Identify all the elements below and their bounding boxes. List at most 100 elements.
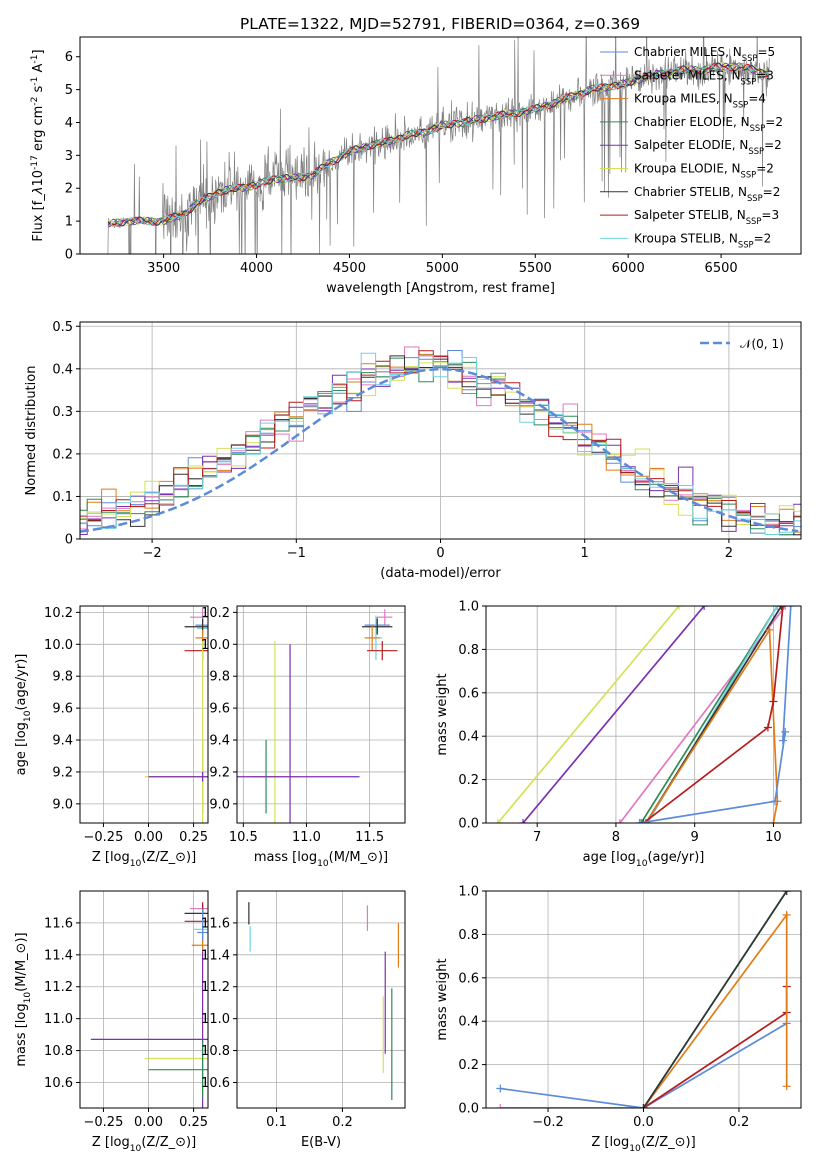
x-axis-label: age [log10(age/yr)] — [583, 850, 705, 869]
plot-area — [90, 902, 208, 1108]
mass-weight-marker-chabrier_stelib — [782, 891, 791, 895]
mass-weight-line-kroupa_miles — [645, 627, 779, 823]
axes-frame — [79, 605, 209, 824]
mass-weight-marker-chabrier_miles — [635, 819, 644, 823]
plot-area — [248, 902, 400, 1101]
mass-weight-marker-kroupa_miles — [782, 1082, 791, 1091]
x-tick-label: 2 — [725, 546, 733, 561]
axes-frame — [236, 890, 406, 1109]
plot-area — [237, 609, 398, 823]
x-tick-label: 9 — [691, 830, 699, 845]
mass-weight-line-kroupa_miles — [642, 912, 788, 1108]
legend-label-kroupa_miles: Kroupa MILES, NSSP=4 — [634, 92, 766, 110]
y-tick-label: 9.0 — [209, 797, 230, 812]
y-axis-label: Normed distribution — [24, 366, 39, 496]
y-tick-label: 9.4 — [52, 734, 73, 749]
mass-weight-line-salpeter_elodie — [522, 606, 705, 823]
panel-mass_weight_vs_Z: −0.2 0.0 0.2 0.0 0.2 0.4 0.6 0.8 1.0 Z [log10(Z/Z… — [435, 885, 802, 1154]
plot-area — [80, 346, 801, 536]
y-tick-label: 11.2 — [44, 980, 73, 995]
x-tick-label: 0 — [436, 546, 444, 561]
y-tick-label: 0.2 — [52, 447, 73, 462]
x-tick-label: 6000 — [612, 261, 645, 276]
x-tick-label: 5500 — [519, 261, 552, 276]
panel-spectrum: 3500 4000 4500 5000 5500 6000 6500 0 1 2 3 4 5 6 wavel… — [30, 36, 802, 296]
x-tick-label: 10 — [765, 830, 782, 845]
figure-title: PLATE=1322, MJD=52791, FIBERID=0364, z=0… — [240, 15, 640, 33]
mass-weight-marker-salpeter_stelib — [769, 697, 778, 706]
plot-area — [107, 37, 770, 254]
plot-area — [493, 606, 795, 823]
legend: Chabrier MILES, NSSP=5 Salpeter MILES, NS… — [600, 45, 783, 249]
mass-weight-marker-salpeter_stelib — [763, 723, 772, 732]
y-tick-label: 10.2 — [44, 606, 73, 621]
mass-weight-marker-chabrier_miles — [778, 736, 787, 745]
x-tick-label: 0.2 — [332, 1115, 353, 1130]
y-tick-label: 11.6 — [201, 916, 230, 931]
mass-weight-line-chabrier_stelib — [642, 891, 788, 1108]
y-tick-label: 2 — [65, 182, 73, 197]
x-tick-label: −1 — [287, 546, 306, 561]
x-tick-label: −2 — [143, 546, 162, 561]
legend-label-chabrier_stelib: Chabrier STELIB, NSSP=2 — [634, 185, 780, 203]
y-tick-label: 11.4 — [44, 948, 73, 963]
mass-weight-marker-chabrier_miles — [786, 606, 795, 610]
y-tick-label: 0.2 — [458, 773, 479, 788]
y-tick-label: 9.2 — [209, 765, 230, 780]
mass-weight-marker-salpeter_stelib — [639, 819, 648, 823]
model-line-salpeter_stelib — [107, 63, 770, 228]
y-tick-label: 1.0 — [458, 885, 479, 900]
mass-weight-marker-chabrier_elodie — [637, 819, 646, 823]
x-tick-label: 1 — [581, 546, 589, 561]
y-tick-label: 0.5 — [52, 320, 73, 335]
normal-curve — [80, 368, 799, 533]
x-tick-label: 11.5 — [355, 830, 384, 845]
y-tick-label: 6 — [65, 50, 73, 65]
x-axis-label: E(B-V) — [301, 1135, 341, 1150]
legend-label-salpeter_miles: Salpeter MILES, NSSP=3 — [634, 68, 774, 86]
panel-residuals: −2 −1 0 1 2 0 0.1 0.2 0.3 0.4 0.5 (data-model)/erro… — [24, 320, 802, 581]
panel-age_vs_mass: 10.5 11.0 11.5 9.0 9.2 9.4 9.6 9.8 10.0 10.2 mass … — [201, 605, 406, 869]
y-axis-label: mass [log10(M/M_⊙)] — [14, 932, 33, 1066]
mass-weight-line-salpeter_stelib — [643, 986, 788, 1108]
x-axis-label: Z [log10(Z/Z_⊙)] — [591, 1135, 695, 1154]
y-tick-label: 1.0 — [458, 600, 479, 615]
mass-weight-line-kroupa_elodie — [497, 606, 680, 823]
y-tick-label: 0.4 — [458, 730, 479, 745]
mass-weight-marker-kroupa_stelib — [773, 606, 782, 610]
mass-weight-marker-kroupa_miles — [765, 625, 774, 634]
histogram-kroupa_stelib — [80, 352, 801, 535]
x-tick-label: 0.25 — [179, 830, 208, 845]
y-tick-label: 10.2 — [201, 606, 230, 621]
y-tick-label: 0.0 — [458, 1102, 479, 1117]
y-tick-label: 10.6 — [201, 1076, 230, 1091]
mass-weight-marker-salpeter_miles — [496, 1104, 505, 1108]
legend: 𝒩(0, 1) — [700, 337, 784, 351]
y-tick-label: 11.2 — [201, 980, 230, 995]
y-tick-label: 10.8 — [44, 1044, 73, 1059]
panel-mass_weight_vs_age: 7 8 9 10 0.0 0.2 0.4 0.6 0.8 1.0 age [log10(age/yr… — [435, 600, 802, 869]
y-axis-label: mass weight — [435, 673, 450, 755]
y-tick-label: 10.6 — [44, 1076, 73, 1091]
plot-area — [144, 609, 208, 823]
axes-frame — [79, 890, 209, 1109]
x-tick-label: 6500 — [705, 261, 738, 276]
histogram-chabrier_miles — [80, 350, 801, 536]
mass-weight-marker-kroupa_miles — [782, 910, 791, 919]
y-axis-label: mass weight — [435, 958, 450, 1040]
y-tick-label: 11.0 — [201, 1012, 230, 1027]
legend-label-normal: 𝒩(0, 1) — [740, 337, 784, 351]
mass-weight-line-salpeter_stelib — [642, 606, 784, 823]
y-tick-label: 9.6 — [52, 702, 73, 717]
mass-weight-marker-chabrier_miles — [771, 797, 780, 806]
panel-age_vs_Z: −0.25 0.00 0.25 9.0 9.2 9.4 9.6 9.8 10.0 10.2 Z [l… — [14, 605, 209, 869]
axes-frame — [79, 36, 802, 255]
x-axis-label: Z [log10(Z/Z_⊙)] — [92, 1135, 196, 1154]
y-tick-label: 0.8 — [458, 643, 479, 658]
mass-weight-marker-salpeter_miles — [781, 606, 790, 610]
y-tick-label: 11.0 — [44, 1012, 73, 1027]
y-tick-label: 9.8 — [209, 670, 230, 685]
y-tick-label: 0.8 — [458, 928, 479, 943]
y-tick-label: 0.4 — [52, 362, 73, 377]
